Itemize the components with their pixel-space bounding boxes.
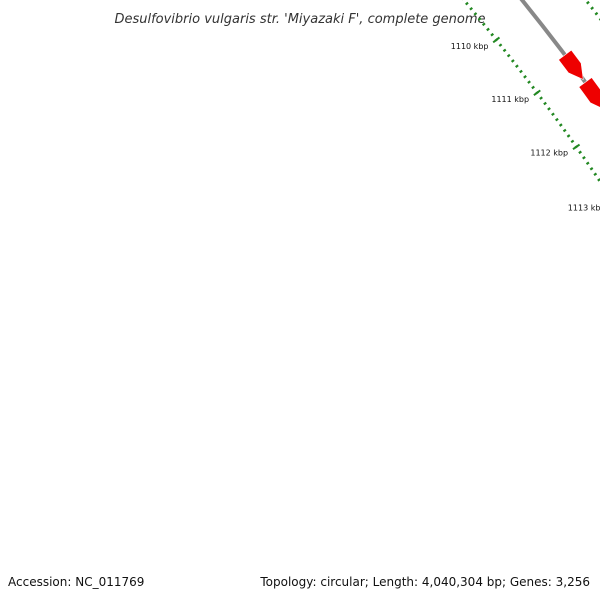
inner-scale-dot: [566, 134, 571, 138]
inner-major-tick: [533, 89, 541, 96]
inner-scale-dot: [481, 22, 486, 27]
inner-scale-dot: [502, 48, 507, 53]
gene-arrow: [558, 49, 584, 81]
inner-scale-dot: [465, 1, 469, 6]
inner-scale-dot: [477, 17, 482, 21]
inner-scale-dot: [578, 150, 582, 155]
outer-scale-dot: [590, 6, 594, 10]
inner-scale-dot: [519, 69, 523, 74]
inner-scale-dot: [547, 107, 551, 111]
inner-scale-dot: [570, 139, 575, 144]
inner-scale-dot: [585, 161, 590, 166]
inner-scale-dot: [555, 117, 559, 122]
inner-scale-dot: [490, 32, 495, 37]
inner-major-tick: [572, 143, 581, 150]
features: [486, 0, 600, 434]
inner-scale-dot: [523, 75, 527, 79]
outer-scale-dot: [586, 0, 590, 5]
inner-scale-dot: [589, 167, 594, 171]
genome-info-text: Topology: circular; Length: 4,040,304 bp…: [259, 575, 590, 589]
outer-scale-dot: [594, 11, 599, 16]
inner-scale-dot: [515, 64, 519, 68]
inner-scale-dot: [539, 96, 543, 100]
inner-scale-dot: [486, 27, 490, 32]
genes: [558, 49, 600, 108]
tick-label: 1110 kbp: [451, 42, 489, 51]
inner-scale-dot: [558, 123, 563, 127]
inner-scale-dot: [506, 53, 511, 58]
tick-label: 1111 kbp: [491, 95, 529, 104]
inner-scale-dot: [510, 59, 515, 63]
map-title: Desulfovibrio vulgaris str. 'Miyazaki F'…: [114, 12, 485, 27]
inner-scale-dot: [531, 85, 535, 90]
inner-scale-dot: [543, 101, 547, 106]
inner-major-tick: [492, 36, 501, 44]
inner-scale-dot: [498, 43, 503, 47]
inner-scale-dot: [582, 156, 586, 160]
inner-scale-dot: [527, 80, 531, 84]
tick-label: 1112 kbp: [530, 149, 568, 158]
inner-scale-dot: [551, 112, 555, 117]
inner-scale-dot: [593, 172, 598, 177]
inner-scale-dot: [473, 12, 478, 16]
gene-arrow: [578, 77, 600, 108]
accession-text: Accession: NC_011769: [8, 575, 144, 589]
tick-label: 1113 kbp: [568, 204, 600, 213]
inner-scale-dot: [562, 128, 567, 133]
inner-scale-dot: [469, 6, 473, 11]
